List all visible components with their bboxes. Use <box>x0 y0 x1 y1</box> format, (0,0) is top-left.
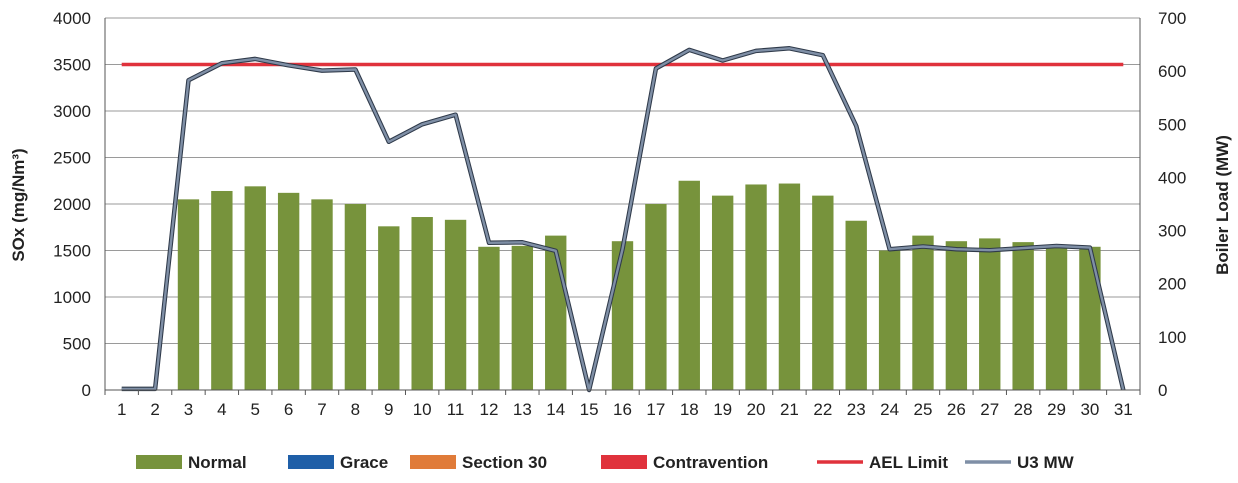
bar-normal <box>979 238 1001 390</box>
bar-normal <box>1012 242 1034 390</box>
x-tick-label: 19 <box>713 400 732 419</box>
bar-normal <box>745 184 767 390</box>
bar-normal <box>478 246 500 390</box>
x-tick-label: 14 <box>546 400 565 419</box>
y-tick-label-left: 2000 <box>53 195 91 214</box>
line-u3-mw <box>121 47 1125 392</box>
y-tick-label-right: 600 <box>1158 62 1186 81</box>
x-tick-label: 24 <box>880 400 899 419</box>
y-tick-label-right: 100 <box>1158 328 1186 347</box>
x-tick-label: 13 <box>513 400 532 419</box>
legend-grace-swatch <box>288 455 334 469</box>
y-tick-label-left: 0 <box>82 381 91 400</box>
legend-ael-limit-label: AEL Limit <box>869 453 948 472</box>
legend-section-30-label: Section 30 <box>462 453 547 472</box>
bar-normal <box>678 180 700 390</box>
x-tick-label: 17 <box>646 400 665 419</box>
bar-normal <box>378 226 400 390</box>
y-tick-label-right: 500 <box>1158 115 1186 134</box>
legend-normal-swatch <box>136 455 182 469</box>
x-tick-label: 8 <box>351 400 360 419</box>
y-tick-label-left: 4000 <box>53 9 91 28</box>
x-tick-label: 23 <box>847 400 866 419</box>
x-tick-label: 4 <box>217 400 226 419</box>
x-tick-label: 21 <box>780 400 799 419</box>
bar-normal <box>1045 245 1068 390</box>
y-tick-label-left: 1500 <box>53 242 91 261</box>
y-tick-label-right: 200 <box>1158 275 1186 294</box>
bar-normal <box>945 241 968 390</box>
x-tick-label: 18 <box>680 400 699 419</box>
x-tick-label: 15 <box>580 400 599 419</box>
y-tick-label-right: 0 <box>1158 381 1167 400</box>
x-tick-label: 7 <box>317 400 326 419</box>
x-tick-label: 9 <box>384 400 393 419</box>
bar-normal <box>611 241 634 390</box>
bar-series <box>177 180 1101 390</box>
y-tick-label-right: 400 <box>1158 168 1186 187</box>
gridlines <box>105 17 1140 391</box>
x-tick-label: 10 <box>413 400 432 419</box>
legend-grace-label: Grace <box>340 453 388 472</box>
bar-normal <box>912 235 934 390</box>
x-tick-label: 16 <box>613 400 632 419</box>
x-tick-label: 26 <box>947 400 966 419</box>
x-tick-label: 12 <box>479 400 498 419</box>
legend-u3-mw-label: U3 MW <box>1017 453 1075 472</box>
x-tick-label: 11 <box>447 400 465 419</box>
y-tick-label-left: 500 <box>63 335 91 354</box>
bar-normal <box>812 195 834 390</box>
bar-normal <box>878 250 901 390</box>
bar-normal <box>411 217 433 390</box>
legend-contravention-label: Contravention <box>653 453 768 472</box>
y-axis-title-left: SOx (mg/Nm³) <box>9 148 28 261</box>
y-tick-label-left: 1000 <box>53 288 91 307</box>
x-tick-label: 27 <box>980 400 999 419</box>
x-tick-label: 31 <box>1114 400 1133 419</box>
bar-normal <box>845 220 867 390</box>
y-tick-label-right: 700 <box>1158 9 1186 28</box>
bar-normal <box>277 192 300 390</box>
y-tick-label-right: 300 <box>1158 222 1186 241</box>
x-tick-label: 3 <box>184 400 193 419</box>
bar-normal <box>778 183 801 390</box>
x-tick-label: 20 <box>747 400 766 419</box>
y-tick-label-left: 3000 <box>53 102 91 121</box>
legend-contravention-swatch <box>601 455 647 469</box>
bar-normal <box>444 219 467 390</box>
x-tick-label: 6 <box>284 400 293 419</box>
bar-normal <box>645 204 667 390</box>
x-tick-label: 28 <box>1014 400 1033 419</box>
x-tick-label: 1 <box>117 400 126 419</box>
bar-normal <box>177 199 200 390</box>
legend: Normal Grace Section 30 Contravention AEL Li… <box>136 453 1075 472</box>
y-tick-label-left: 2500 <box>53 149 91 168</box>
axes: 0500100015002000250030003500400001002003… <box>53 9 1186 419</box>
x-tick-label: 29 <box>1047 400 1066 419</box>
x-tick-label: 30 <box>1080 400 1099 419</box>
bar-normal <box>511 245 534 390</box>
bar-normal <box>344 204 367 390</box>
line-series <box>121 46 1126 393</box>
bar-normal <box>244 186 266 390</box>
x-tick-label: 25 <box>914 400 933 419</box>
bar-normal <box>211 190 233 390</box>
x-tick-label: 22 <box>813 400 832 419</box>
x-tick-label: 2 <box>150 400 159 419</box>
y-axis-title-right: Boiler Load (MW) <box>1213 135 1232 275</box>
legend-section-30-swatch <box>410 455 456 469</box>
legend-normal-label: Normal <box>188 453 247 472</box>
y-tick-label-left: 3500 <box>53 56 91 75</box>
x-tick-label: 5 <box>251 400 260 419</box>
bar-normal <box>711 195 734 390</box>
bar-normal <box>311 199 333 390</box>
bar-normal <box>1079 246 1101 390</box>
